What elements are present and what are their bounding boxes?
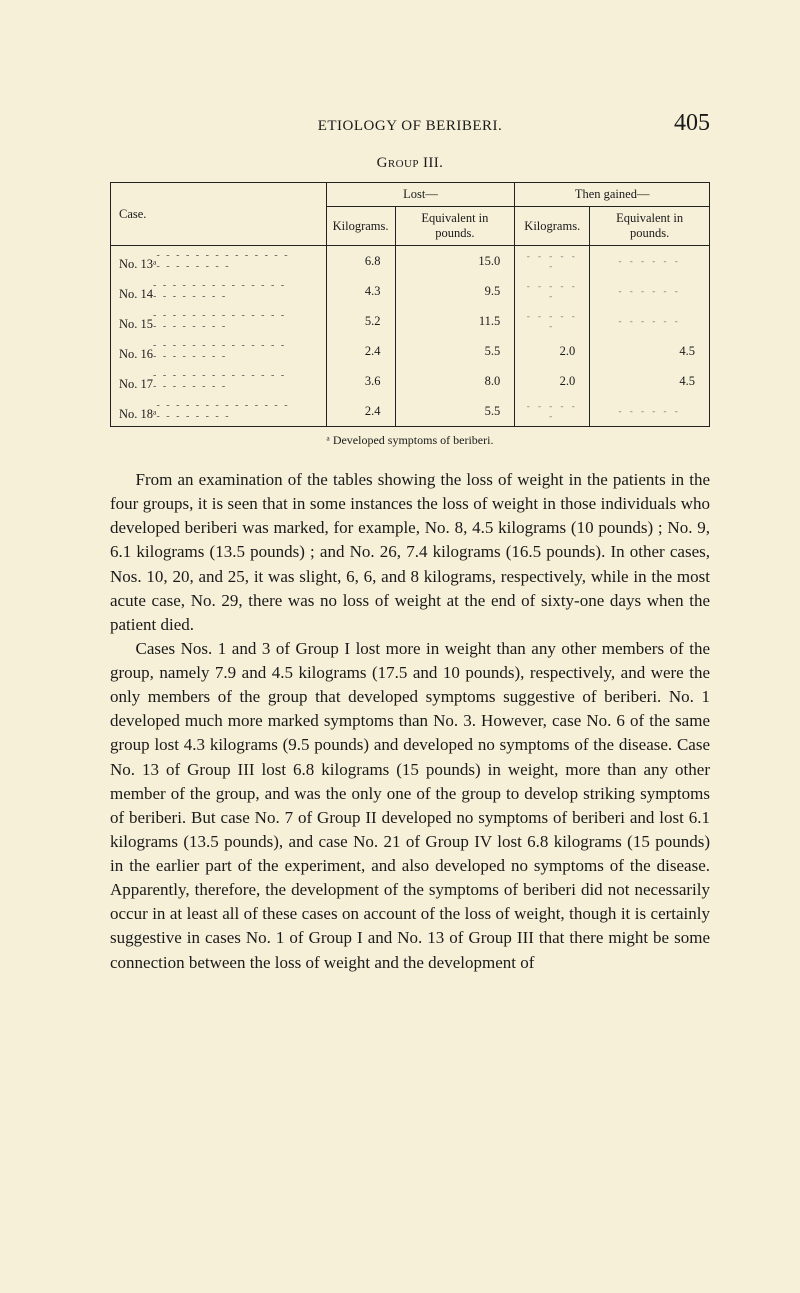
paragraph-1: From an examination of the tables showin…	[110, 468, 710, 637]
lost-lb-cell: 11.5	[395, 306, 515, 336]
table-row: No. 13ᵃ- - - - - - - - - - - - - - - - -…	[111, 246, 710, 277]
document-page: ETIOLOGY OF BERIBERI. 405 Group III. Cas…	[0, 0, 800, 1293]
lost-kg-cell: 4.3	[326, 276, 395, 306]
lost-kg-cell: 2.4	[326, 396, 395, 427]
leader-dots: - - - - - - - - - - - - - - - - - - - - …	[153, 340, 289, 362]
case-cell: No. 16- - - - - - - - - - - - - - - - - …	[111, 336, 327, 366]
lost-lb-cell: 9.5	[395, 276, 515, 306]
gain-kg-cell: 2.0	[515, 366, 590, 396]
col-header-case: Case.	[111, 183, 327, 246]
col-header-gain-lb: Equivalent in pounds.	[590, 207, 710, 246]
gain-kg-cell: - - - - - -	[515, 276, 590, 306]
case-label: No. 13ᵃ	[119, 257, 156, 271]
lost-lb-cell: 5.5	[395, 396, 515, 427]
lost-kg-cell: 2.4	[326, 336, 395, 366]
leader-dots: - - - - - - - - - - - - - - - - - - - - …	[153, 310, 289, 332]
gain-kg-cell: - - - - - -	[515, 306, 590, 336]
lost-lb-cell: 8.0	[395, 366, 515, 396]
leader-dots: - - - - - - - - - - - - - - - - - - - - …	[156, 250, 292, 272]
case-cell: No. 13ᵃ- - - - - - - - - - - - - - - - -…	[111, 246, 327, 277]
table-row: No. 18ᵃ- - - - - - - - - - - - - - - - -…	[111, 396, 710, 427]
case-label: No. 14	[119, 287, 153, 301]
col-header-gained: Then gained—	[515, 183, 710, 207]
running-head: ETIOLOGY OF BERIBERI.	[170, 118, 650, 135]
lost-kg-cell: 5.2	[326, 306, 395, 336]
gain-lb-cell: 4.5	[590, 366, 710, 396]
case-cell: No. 15- - - - - - - - - - - - - - - - - …	[111, 306, 327, 336]
case-cell: No. 17- - - - - - - - - - - - - - - - - …	[111, 366, 327, 396]
gain-kg-cell: - - - - - -	[515, 246, 590, 277]
lost-lb-cell: 5.5	[395, 336, 515, 366]
paragraph-2: Cases Nos. 1 and 3 of Group I lost more …	[110, 637, 710, 975]
lost-lb-cell: 15.0	[395, 246, 515, 277]
col-header-lost-kg: Kilograms.	[326, 207, 395, 246]
gain-lb-cell: 4.5	[590, 336, 710, 366]
table-title: Group III.	[110, 155, 710, 172]
case-label: No. 18ᵃ	[119, 407, 156, 421]
col-header-lost: Lost—	[326, 183, 515, 207]
leader-dots: - - - - - - - - - - - - - - - - - - - - …	[153, 280, 289, 302]
gain-lb-cell: - - - - - -	[590, 276, 710, 306]
col-header-lost-lb: Equivalent in pounds.	[395, 207, 515, 246]
table-row: No. 14- - - - - - - - - - - - - - - - - …	[111, 276, 710, 306]
case-label: No. 16	[119, 347, 153, 361]
lost-kg-cell: 6.8	[326, 246, 395, 277]
leader-dots: - - - - - - - - - - - - - - - - - - - - …	[153, 370, 289, 392]
group-iii-table: Case. Lost— Then gained— Kilograms. Equi…	[110, 182, 710, 427]
gain-lb-cell: - - - - - -	[590, 246, 710, 277]
gain-lb-cell: - - - - - -	[590, 396, 710, 427]
case-cell: No. 18ᵃ- - - - - - - - - - - - - - - - -…	[111, 396, 327, 427]
case-cell: No. 14- - - - - - - - - - - - - - - - - …	[111, 276, 327, 306]
col-header-gain-kg: Kilograms.	[515, 207, 590, 246]
gain-kg-cell: 2.0	[515, 336, 590, 366]
page-number: 405	[650, 110, 710, 137]
table-row: No. 15- - - - - - - - - - - - - - - - - …	[111, 306, 710, 336]
table-footnote: ᵃ Developed symptoms of beriberi.	[110, 433, 710, 448]
body-text: From an examination of the tables showin…	[110, 468, 710, 975]
case-label: No. 15	[119, 317, 153, 331]
leader-dots: - - - - - - - - - - - - - - - - - - - - …	[156, 400, 292, 422]
lost-kg-cell: 3.6	[326, 366, 395, 396]
table-row: No. 16- - - - - - - - - - - - - - - - - …	[111, 336, 710, 366]
table-body: No. 13ᵃ- - - - - - - - - - - - - - - - -…	[111, 246, 710, 427]
page-header: ETIOLOGY OF BERIBERI. 405	[110, 110, 710, 137]
gain-lb-cell: - - - - - -	[590, 306, 710, 336]
gain-kg-cell: - - - - - -	[515, 396, 590, 427]
case-label: No. 17	[119, 377, 153, 391]
table-row: No. 17- - - - - - - - - - - - - - - - - …	[111, 366, 710, 396]
